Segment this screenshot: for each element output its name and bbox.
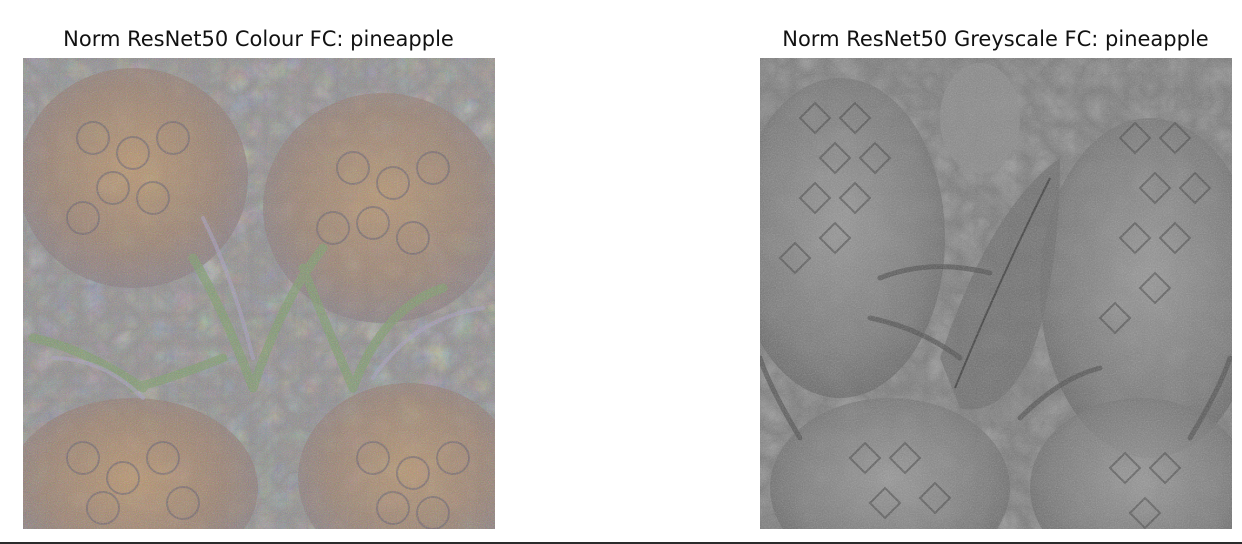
colour-panel-title: Norm ResNet50 Colour FC: pineapple <box>63 27 454 51</box>
colour-pineapple-image <box>23 58 495 529</box>
greyscale-pineapple-image <box>760 58 1232 529</box>
greyscale-feature-visualization-image <box>760 58 1232 529</box>
bottom-border <box>0 542 1242 544</box>
colour-feature-visualization-image <box>23 58 495 529</box>
greyscale-panel-title: Norm ResNet50 Greyscale FC: pineapple <box>782 27 1209 51</box>
